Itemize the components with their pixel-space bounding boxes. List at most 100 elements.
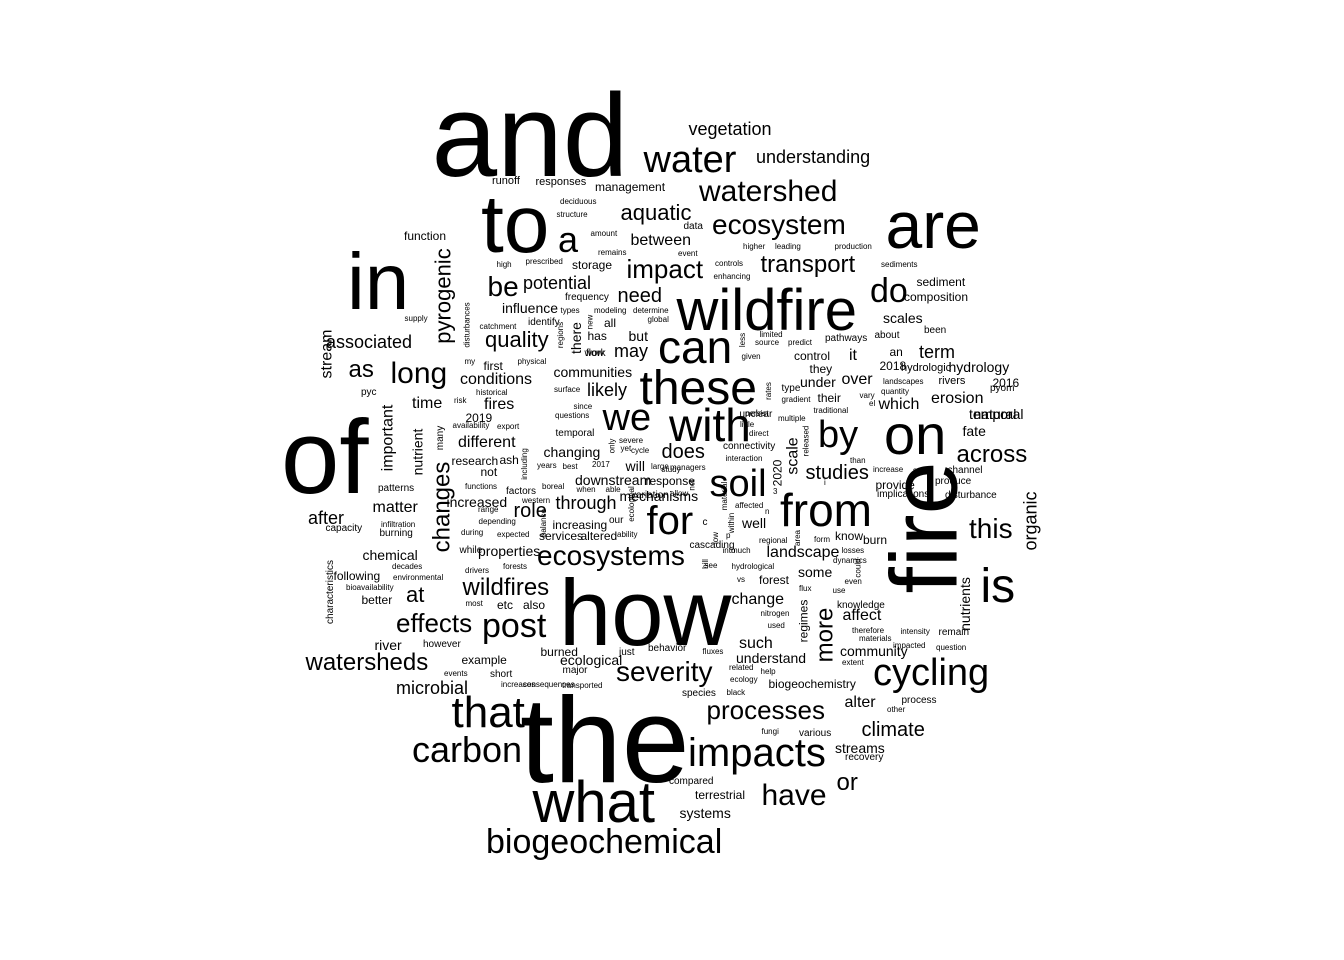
word-study: study [661,465,681,474]
word-fungi: fungi [761,727,779,736]
word-into: into [722,546,736,555]
word-determine: determine [633,306,669,315]
word-of: of [281,398,369,516]
word-increases: increases [501,680,536,689]
word-recovery: recovery [845,752,884,763]
word-rivers: rivers [938,374,966,387]
word-soils: soils [913,466,930,475]
word-as: as [348,356,374,383]
word-expected: expected [497,530,530,539]
word-losses: losses [841,546,865,555]
word-p: p [726,531,731,540]
word-regimes: regimes [795,599,810,643]
word-infiltration: infiltration [381,520,416,529]
word-on: on [884,403,947,466]
word-scales: scales [883,310,923,326]
word-used: used [767,621,785,630]
word-remains: remains [598,248,627,257]
word-range: range [478,505,499,514]
word-bioavailability: bioavailability [346,583,394,592]
word-management: management [595,180,666,194]
word-response: response [645,474,695,488]
word-just: just [619,647,635,658]
word-ecosystems: ecosystems [537,540,685,571]
word-my: my [464,357,476,366]
word-amount: amount [590,229,618,238]
word-disturbances: disturbances [462,302,472,348]
word-wildfire: wildfire [676,278,858,343]
word-sediment: sediment [916,275,966,289]
word-severe: severe [619,436,644,445]
word-following: following [333,569,381,583]
word-runoff: runoff [492,174,520,187]
word-data: data [683,221,703,232]
word-be: be [487,271,519,302]
word-material: material [720,481,730,511]
word-dynamics: dynamics [833,556,867,565]
word-hydrology: hydrology [948,359,1010,375]
word-soil: soil [709,463,767,505]
word-risk: risk [454,396,467,405]
word-landscape: landscape [766,544,840,561]
word-etc: etc [497,598,514,612]
word-interaction: interaction [725,454,763,463]
word-black: black [726,688,746,697]
word-example: example [461,653,507,667]
word-high: high [496,260,512,269]
word-remain: remain [938,627,970,638]
word-been: been [924,325,947,336]
word-low: low [711,531,721,545]
word-can: can [658,321,733,373]
word-matter: matter [372,499,418,516]
word-has: has [587,329,607,343]
word-regions: regions [556,321,566,349]
word-the: the [520,672,690,808]
word-forest: forest [759,573,790,587]
word-availability: availability [452,421,490,430]
word-terrestrial: terrestrial [695,788,746,802]
word-potential: potential [523,273,592,293]
word-questions: questions [555,411,590,420]
word-pyc: pyc [361,387,377,398]
word-most: most [465,599,483,608]
word-multiple: multiple [778,414,806,423]
word-communities: communities [553,364,633,380]
word-only: only [606,438,616,454]
word-hill: hill [700,559,710,569]
word-therefore: therefore [852,626,885,635]
word-such: such [739,635,773,652]
word-long: long [390,357,448,390]
word-surface: surface [554,385,581,394]
word-some: some [798,564,833,580]
word-structure: structure [556,210,588,219]
word-vegetation: vegetation [688,119,772,139]
word-gradient: gradient [781,395,811,404]
word-this: this [969,513,1013,544]
word-will: will [625,458,645,474]
word-burn: burn [863,533,888,547]
word-related: related [729,663,754,672]
word-important: important [378,404,396,472]
word-with: with [669,399,751,451]
word-ability: ability [617,530,638,539]
word-an: an [889,345,903,359]
word-biogeochemical: biogeochemical [486,823,723,861]
word-fires: fires [484,396,515,413]
word-consequences: consequences [523,680,575,689]
word-flow: flow [586,348,604,359]
word-when: when [576,485,596,494]
word-systems: systems [679,805,731,821]
word-understanding: understanding [756,147,871,167]
word-more: more [810,607,838,663]
word-factors: factors [506,486,537,497]
word-nutrient: nutrient [408,428,425,476]
word-are: are [885,188,981,262]
word-or: or [836,769,858,796]
word-vary: vary [859,391,875,400]
word-altered: altered [580,529,618,543]
word-however: however [423,639,461,650]
word-ecosystem: ecosystem [712,209,846,240]
word-impacts: impacts [688,731,826,775]
word-western: western [522,496,551,505]
word-global: global [647,315,669,324]
